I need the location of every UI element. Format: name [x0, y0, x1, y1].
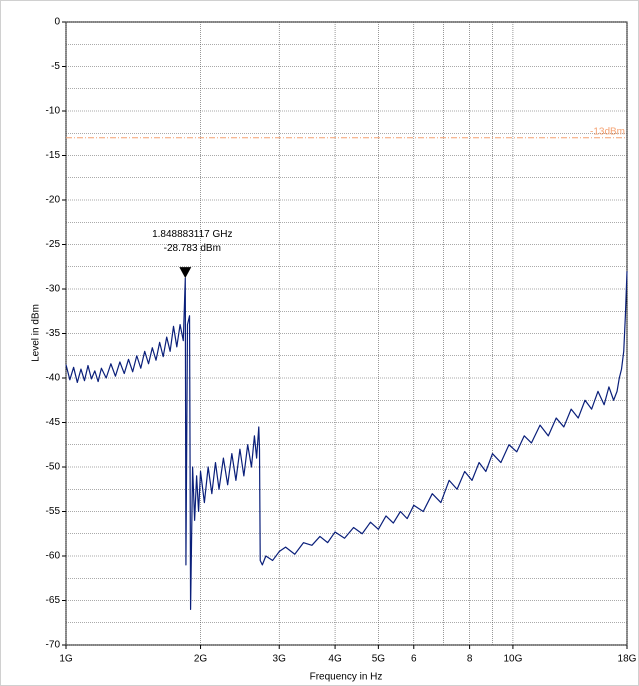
y-tick-label: -30: [46, 284, 61, 295]
y-tick-label: -5: [51, 61, 60, 72]
y-tick-label: -10: [46, 106, 61, 117]
y-tick-label: -25: [46, 239, 61, 250]
y-tick-label: -20: [46, 195, 61, 206]
y-axis-label: Level in dBm: [31, 304, 42, 362]
y-tick-label: -60: [46, 551, 61, 562]
y-tick-label: -15: [46, 150, 61, 161]
marker-symbol: [179, 267, 192, 279]
y-tick-label: -40: [46, 373, 61, 384]
x-tick-label: 5G: [372, 654, 386, 665]
x-tick-label: 4G: [328, 654, 342, 665]
marker-label: -28.783 dBm: [164, 243, 221, 254]
marker-label: 1.848883117 GHz: [152, 229, 232, 240]
y-tick-label: -70: [46, 640, 61, 651]
y-tick-label: -35: [46, 328, 61, 339]
x-tick-label: 1G: [59, 654, 73, 665]
y-tick-label: 0: [54, 17, 60, 28]
x-axis-label: Frequency in Hz: [310, 672, 383, 683]
x-tick-label: 6: [411, 654, 417, 665]
x-tick-label: 18G: [618, 654, 637, 665]
x-tick-label: 8: [467, 654, 473, 665]
y-tick-label: -65: [46, 595, 61, 606]
x-tick-label: 3G: [273, 654, 287, 665]
x-tick-label: 10G: [503, 654, 522, 665]
y-tick-label: -50: [46, 462, 61, 473]
y-tick-label: -55: [46, 506, 61, 517]
trace: [65, 271, 628, 610]
y-tick-label: -45: [46, 417, 61, 428]
x-tick-label: 2G: [194, 654, 208, 665]
limit-label: -13dBm: [590, 126, 625, 137]
